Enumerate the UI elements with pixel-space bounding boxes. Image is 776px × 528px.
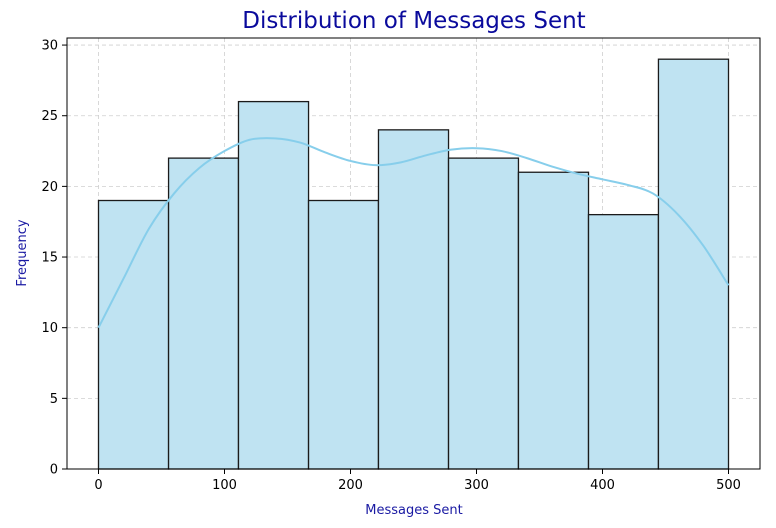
- y-tick-label: 15: [41, 251, 58, 266]
- histogram-bar-7: [517, 171, 590, 470]
- bars-group: [97, 58, 730, 470]
- y-tick-label: 5: [50, 392, 58, 407]
- x-tick-label: 300: [464, 478, 489, 493]
- histogram-bar-8: [587, 213, 660, 470]
- y-tick-label: 0: [50, 463, 58, 478]
- histogram-bar-6: [447, 157, 520, 470]
- x-tick-label: 200: [338, 478, 363, 493]
- x-tick-label: 500: [716, 478, 741, 493]
- y-tick-label: 25: [41, 109, 58, 124]
- plot-frame: [66, 37, 761, 470]
- histogram-bar-9: [657, 58, 730, 470]
- y-axis-ticks: 0 5 10 15 20 25 30: [41, 39, 67, 478]
- histogram-bar-2: [167, 157, 240, 470]
- histogram-bar-5: [377, 129, 450, 470]
- chart-title: Distribution of Messages Sent: [242, 8, 585, 34]
- histogram-bar-4: [307, 199, 380, 470]
- y-tick-label: 20: [41, 180, 58, 195]
- x-tick-label: 0: [94, 478, 102, 493]
- x-axis-label: Messages Sent: [365, 503, 462, 518]
- x-tick-label: 100: [212, 478, 237, 493]
- x-tick-label: 400: [590, 478, 615, 493]
- histogram-bar-1: [97, 199, 170, 470]
- x-axis-ticks: 0 100 200 300 400 500: [94, 469, 741, 493]
- y-tick-label: 10: [41, 321, 58, 336]
- y-tick-label: 30: [41, 39, 58, 54]
- kde-curve: [97, 137, 730, 329]
- histogram-bar-3: [237, 100, 310, 470]
- y-axis-label: Frequency: [15, 219, 30, 286]
